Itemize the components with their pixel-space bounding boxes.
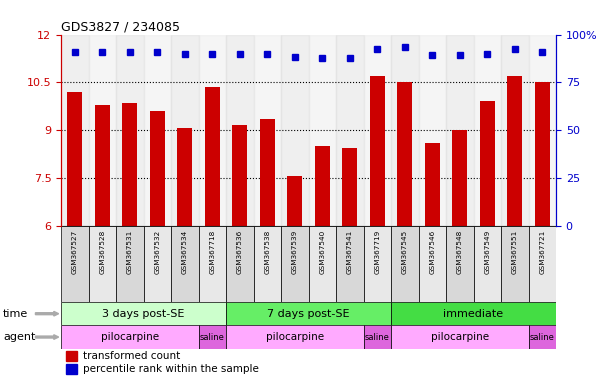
Bar [474, 226, 501, 302]
Bar [391, 35, 419, 226]
Text: GSM367721: GSM367721 [540, 229, 545, 274]
Bar [287, 176, 302, 226]
Bar [177, 129, 192, 226]
Bar [89, 35, 116, 226]
Text: immediate: immediate [444, 309, 503, 319]
Bar [281, 35, 309, 226]
Bar [260, 119, 275, 226]
Bar [480, 101, 495, 226]
Bar [391, 325, 529, 349]
Text: GSM367532: GSM367532 [155, 229, 160, 274]
Text: GSM367527: GSM367527 [72, 229, 78, 274]
Text: GSM367541: GSM367541 [347, 229, 353, 274]
Bar [199, 325, 226, 349]
Text: GSM367540: GSM367540 [320, 229, 325, 274]
Bar [507, 76, 522, 226]
Bar [419, 226, 446, 302]
Bar [199, 35, 226, 226]
Text: saline: saline [365, 333, 390, 341]
Bar [122, 103, 137, 226]
Bar [171, 35, 199, 226]
Text: GSM367718: GSM367718 [210, 229, 215, 274]
Text: GSM367539: GSM367539 [292, 229, 298, 274]
Text: agent: agent [3, 332, 35, 342]
Bar [446, 35, 474, 226]
Bar [226, 325, 364, 349]
Bar [116, 35, 144, 226]
Bar [474, 35, 501, 226]
Bar [226, 226, 254, 302]
Text: GSM367536: GSM367536 [237, 229, 243, 274]
Bar [425, 143, 440, 226]
Text: GSM367534: GSM367534 [182, 229, 188, 274]
Text: time: time [3, 309, 28, 319]
Bar [501, 35, 529, 226]
Text: GSM367548: GSM367548 [457, 229, 463, 274]
Text: percentile rank within the sample: percentile rank within the sample [83, 364, 259, 374]
Bar [446, 226, 474, 302]
Bar [254, 226, 281, 302]
Text: GDS3827 / 234085: GDS3827 / 234085 [61, 20, 180, 33]
Bar [66, 364, 77, 374]
Bar [309, 35, 336, 226]
Text: GSM367528: GSM367528 [100, 229, 105, 274]
Bar [529, 226, 556, 302]
Bar [95, 104, 110, 226]
Bar [364, 35, 391, 226]
Bar [370, 76, 385, 226]
Bar [535, 82, 550, 226]
Text: pilocarpine: pilocarpine [431, 332, 489, 342]
Bar [315, 146, 330, 226]
Text: pilocarpine: pilocarpine [101, 332, 159, 342]
Text: 3 days post-SE: 3 days post-SE [103, 309, 185, 319]
Bar [61, 35, 89, 226]
Text: GSM367545: GSM367545 [402, 229, 408, 274]
Bar [61, 226, 89, 302]
Text: 7 days post-SE: 7 days post-SE [267, 309, 350, 319]
Text: saline: saline [200, 333, 225, 341]
Bar [226, 302, 391, 325]
Bar [452, 130, 467, 226]
Text: transformed count: transformed count [83, 351, 181, 361]
Bar [364, 325, 391, 349]
Bar [232, 125, 247, 226]
Text: GSM367719: GSM367719 [375, 229, 380, 274]
Bar [61, 302, 226, 325]
Bar [67, 92, 82, 226]
Text: GSM367549: GSM367549 [485, 229, 490, 274]
Bar [336, 35, 364, 226]
Bar [254, 35, 281, 226]
Bar [199, 226, 226, 302]
Text: GSM367538: GSM367538 [265, 229, 270, 274]
Bar [342, 147, 357, 226]
Bar [391, 302, 556, 325]
Bar [529, 35, 556, 226]
Bar [66, 351, 77, 361]
Bar [171, 226, 199, 302]
Bar [226, 35, 254, 226]
Bar [61, 325, 199, 349]
Bar [89, 226, 116, 302]
Bar [150, 111, 165, 226]
Text: GSM367546: GSM367546 [430, 229, 435, 274]
Bar [205, 87, 220, 226]
Text: GSM367551: GSM367551 [512, 229, 518, 274]
Text: GSM367531: GSM367531 [127, 229, 133, 274]
Bar [144, 35, 171, 226]
Bar [336, 226, 364, 302]
Text: saline: saline [530, 333, 555, 341]
Bar [116, 226, 144, 302]
Text: pilocarpine: pilocarpine [266, 332, 324, 342]
Bar [281, 226, 309, 302]
Bar [419, 35, 446, 226]
Bar [397, 82, 412, 226]
Bar [501, 226, 529, 302]
Bar [309, 226, 336, 302]
Bar [391, 226, 419, 302]
Bar [529, 325, 556, 349]
Bar [364, 226, 391, 302]
Bar [144, 226, 171, 302]
